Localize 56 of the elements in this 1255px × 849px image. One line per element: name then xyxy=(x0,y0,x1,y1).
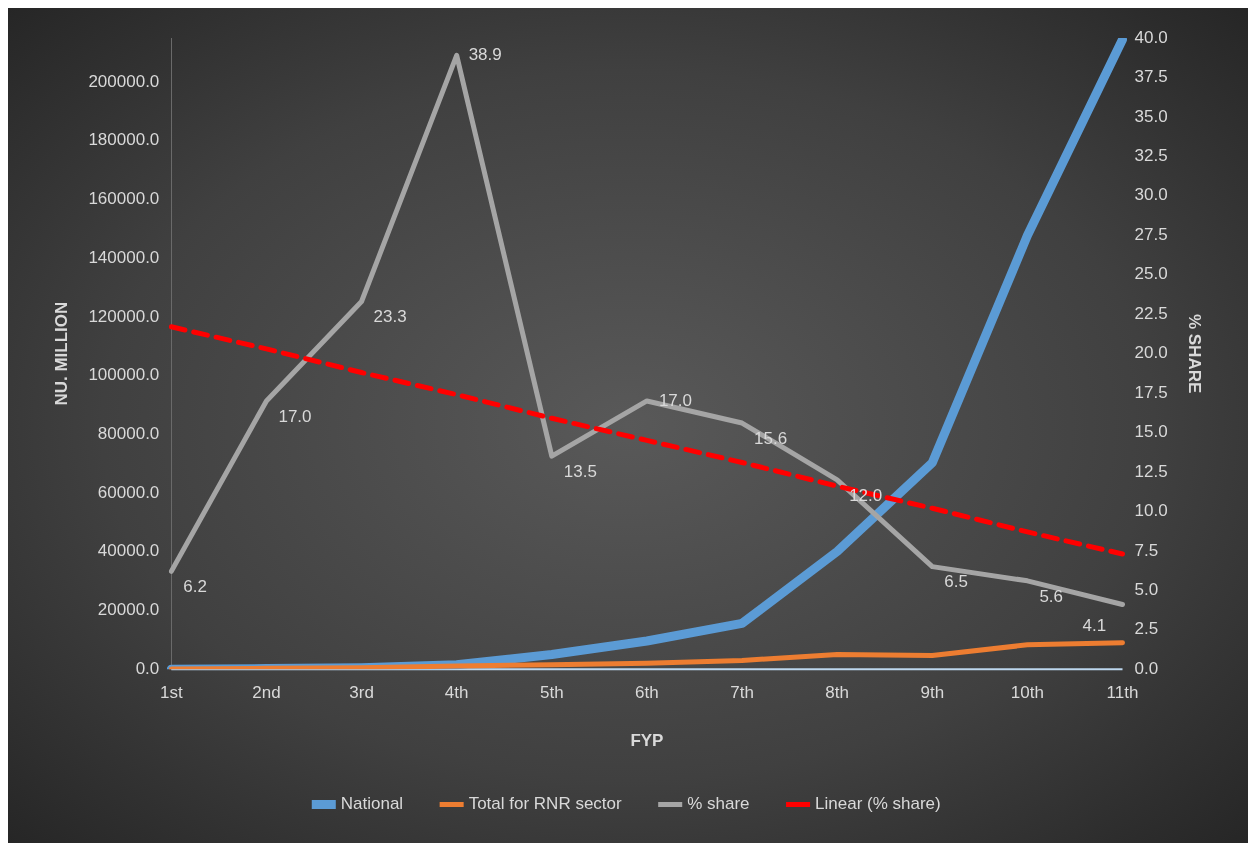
x-tick-label: 5th xyxy=(539,683,564,703)
y2-tick-label: 15.0 xyxy=(1134,422,1168,442)
x-tick-label: 8th xyxy=(825,683,849,703)
y-tick-label: 160000.0 xyxy=(88,189,160,209)
data-label: 38.9 xyxy=(468,45,502,65)
data-label: 5.6 xyxy=(1039,586,1064,606)
data-label: 23.3 xyxy=(373,307,407,327)
y2-tick-label: 27.5 xyxy=(1134,224,1168,244)
legend-label: National xyxy=(340,794,404,814)
y2-tick-label: 7.5 xyxy=(1134,540,1159,560)
y2-axis-title: % SHARE xyxy=(1185,313,1205,394)
y2-tick-label: 32.5 xyxy=(1134,146,1168,166)
x-tick-label: 11th xyxy=(1106,683,1139,703)
y-axis-title: NU. MILLION xyxy=(51,301,71,406)
x-tick-label: 2nd xyxy=(252,683,281,703)
data-label: 17.0 xyxy=(658,390,692,410)
y2-tick-label: 22.5 xyxy=(1134,303,1168,323)
y-tick-label: 40000.0 xyxy=(97,541,160,561)
legend-label: Total for RNR sector xyxy=(468,794,623,814)
y2-tick-label: 40.0 xyxy=(1134,27,1168,47)
y2-tick-label: 5.0 xyxy=(1134,579,1159,599)
x-tick-label: 4th xyxy=(444,683,469,703)
y-tick-label: 20000.0 xyxy=(97,600,160,620)
y-tick-label: 100000.0 xyxy=(88,365,160,385)
x-tick-label: 7th xyxy=(730,683,754,703)
y2-tick-label: 2.5 xyxy=(1134,619,1159,639)
y2-tick-label: 20.0 xyxy=(1134,343,1168,363)
y-tick-label: 0.0 xyxy=(135,658,160,678)
data-label: 4.1 xyxy=(1082,616,1107,636)
data-label: 6.2 xyxy=(183,577,207,597)
legend-label: Linear (% share) xyxy=(815,794,941,814)
x-tick-label: 9th xyxy=(920,683,945,703)
y2-tick-label: 12.5 xyxy=(1134,461,1168,481)
y2-tick-label: 35.0 xyxy=(1134,106,1168,126)
y-tick-label: 200000.0 xyxy=(88,71,160,91)
x-tick-label: 6th xyxy=(635,683,659,703)
y2-tick-label: 17.5 xyxy=(1134,382,1168,402)
y-tick-label: 120000.0 xyxy=(88,306,160,326)
y2-tick-label: 30.0 xyxy=(1134,185,1168,205)
y-tick-label: 180000.0 xyxy=(88,130,160,150)
x-axis-title: FYP xyxy=(630,731,664,751)
y2-tick-label: 37.5 xyxy=(1134,67,1168,87)
x-tick-label: 3rd xyxy=(349,683,374,703)
y2-tick-label: 0.0 xyxy=(1134,658,1159,678)
x-tick-label: 10th xyxy=(1010,683,1044,703)
data-label: 12.0 xyxy=(849,485,883,505)
legend-label: % share xyxy=(687,794,750,814)
x-tick-label: 1st xyxy=(159,683,183,703)
y-tick-label: 140000.0 xyxy=(88,247,160,267)
data-label: 17.0 xyxy=(278,406,312,426)
y2-tick-label: 25.0 xyxy=(1134,264,1168,284)
y-tick-label: 80000.0 xyxy=(97,424,160,444)
y-tick-label: 60000.0 xyxy=(97,482,160,502)
y2-tick-label: 10.0 xyxy=(1134,501,1168,521)
data-label: 6.5 xyxy=(944,572,968,592)
data-label: 13.5 xyxy=(563,461,597,481)
